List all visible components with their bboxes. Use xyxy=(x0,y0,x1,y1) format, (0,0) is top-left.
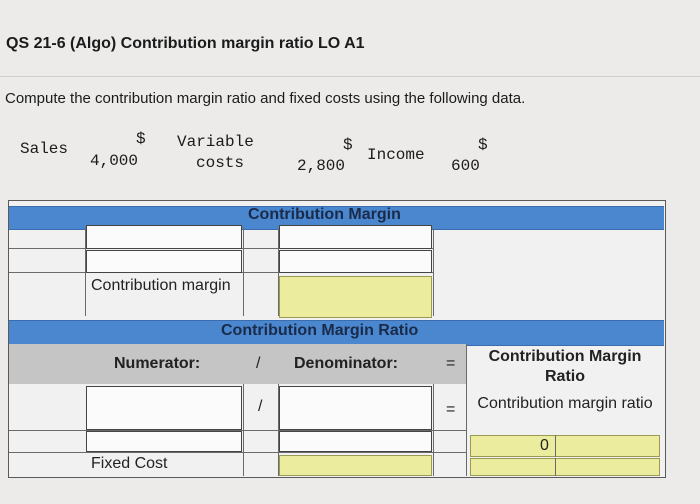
variable-costs-label-line1: Variable xyxy=(177,133,254,151)
ratio-result-label: Contribution margin ratio xyxy=(477,395,653,412)
divide-symbol: / xyxy=(258,398,263,415)
equals-symbol: = xyxy=(446,355,456,372)
denominator-label: Denominator: xyxy=(294,355,398,372)
row-divider xyxy=(9,430,466,431)
ratio-answer-value: 0 xyxy=(540,437,549,454)
cm-item1-input[interactable] xyxy=(86,225,242,249)
cm-amount2-input[interactable] xyxy=(279,250,432,273)
sales-label: Sales xyxy=(20,140,69,158)
variable-costs-currency: $ xyxy=(343,136,353,154)
variable-costs-label-line2: costs xyxy=(196,154,245,172)
column-divider xyxy=(555,458,556,476)
row-divider xyxy=(9,452,466,453)
cm-item2-input[interactable] xyxy=(86,250,242,273)
ratio-answer-field[interactable] xyxy=(470,435,660,457)
divider xyxy=(0,76,700,77)
instructions: Compute the contribution margin ratio an… xyxy=(5,90,526,107)
column-divider xyxy=(466,344,467,476)
contribution-margin-ratio-heading: Contribution Margin Ratio xyxy=(221,322,419,339)
fixed-cost-item-input[interactable] xyxy=(86,431,242,452)
fixed-cost-amount-answer[interactable] xyxy=(279,455,432,476)
sales-currency: $ xyxy=(136,130,146,148)
cm-amount1-input[interactable] xyxy=(279,225,432,249)
divide-symbol: / xyxy=(256,355,261,372)
ratio-result-header: Contribution Margin Ratio xyxy=(488,348,642,385)
income-value: 600 xyxy=(451,157,480,175)
numerator-input[interactable] xyxy=(86,386,242,430)
sales-value: 4,000 xyxy=(90,152,139,170)
contribution-margin-heading: Contribution Margin xyxy=(248,206,401,223)
equals-symbol: = xyxy=(446,401,456,418)
contribution-margin-answer[interactable] xyxy=(279,276,432,318)
ratio-header-row xyxy=(9,344,466,384)
numerator-label: Numerator: xyxy=(114,355,201,372)
fixed-cost-amount-input[interactable] xyxy=(279,431,432,452)
fixed-cost-label: Fixed Cost xyxy=(91,455,168,472)
page-title: QS 21-6 (Algo) Contribution margin ratio… xyxy=(6,35,365,52)
variable-costs-value: 2,800 xyxy=(297,157,346,175)
column-divider xyxy=(555,435,556,457)
column-divider xyxy=(433,228,434,316)
denominator-input[interactable] xyxy=(279,386,432,430)
income-currency: $ xyxy=(478,136,488,154)
contribution-margin-label: Contribution margin xyxy=(91,277,231,294)
income-label: Income xyxy=(367,146,425,164)
fixed-cost-answer[interactable] xyxy=(470,458,660,476)
